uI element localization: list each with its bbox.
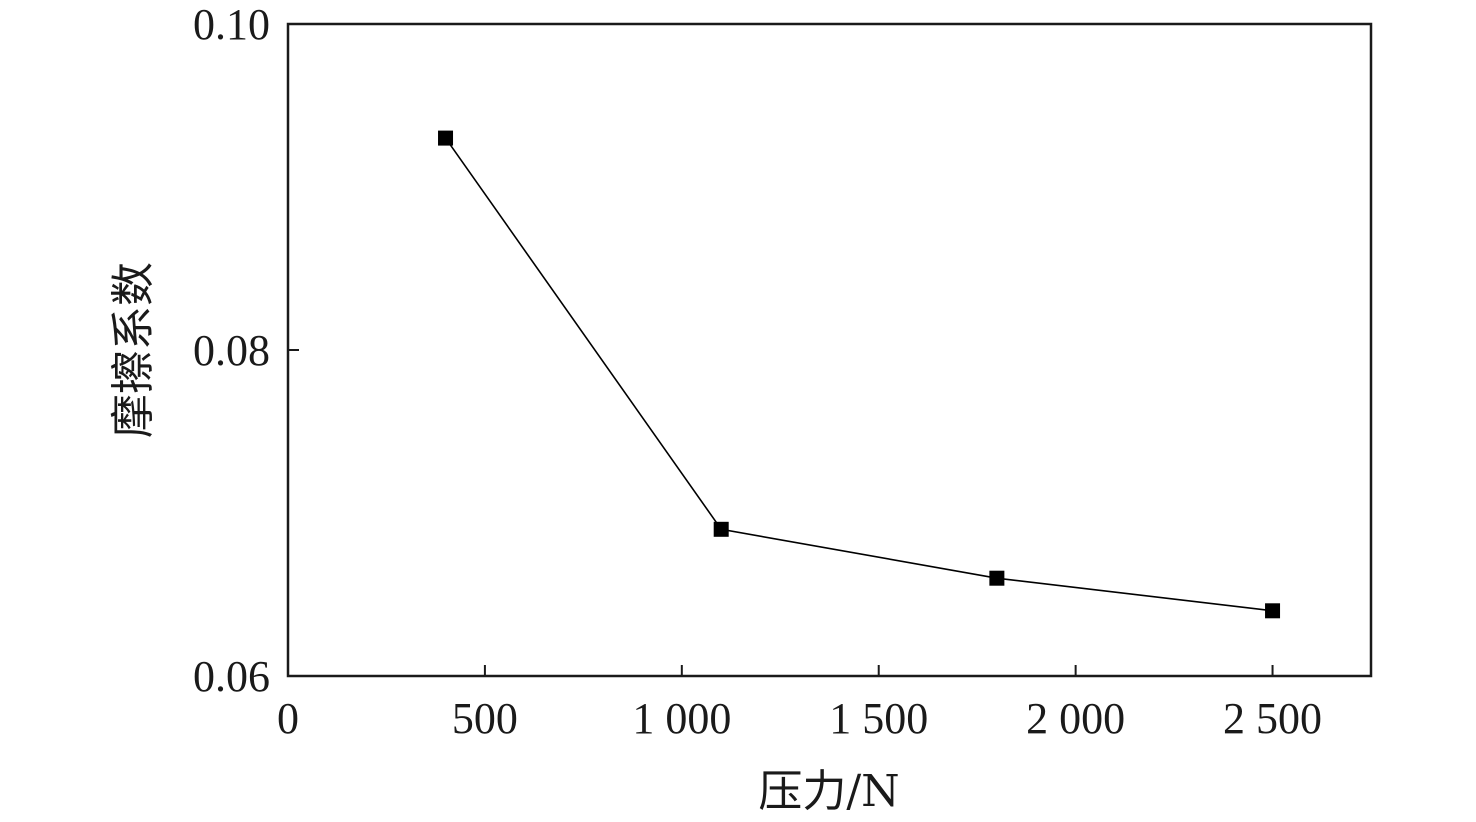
y-axis-ticks: 0.06 0.08 0.10 [193,0,299,701]
y-tick-label: 0.06 [193,652,270,701]
x-tick-label: 2 500 [1223,694,1322,743]
y-tick-label: 0.10 [193,0,270,49]
x-tick-label: 1 500 [829,694,928,743]
data-point-marker [989,570,1005,586]
y-tick-label: 0.08 [193,326,270,375]
x-axis-ticks: 0 500 1 000 1 500 2 000 2 500 [277,665,1322,743]
x-tick-label: 2 000 [1026,694,1125,743]
x-axis-title: 压力/N [758,766,899,817]
x-tick-label: 500 [452,694,518,743]
x-tick-label: 1 000 [632,694,731,743]
x-tick-label: 0 [277,694,299,743]
data-point-marker [713,521,729,537]
series-line [444,137,1273,612]
data-point-marker [1265,603,1281,619]
series-layer [438,130,1281,619]
data-point-marker [438,130,454,146]
plot-area-frame [286,22,1373,678]
y-axis-title: 摩擦系数 [108,262,159,438]
